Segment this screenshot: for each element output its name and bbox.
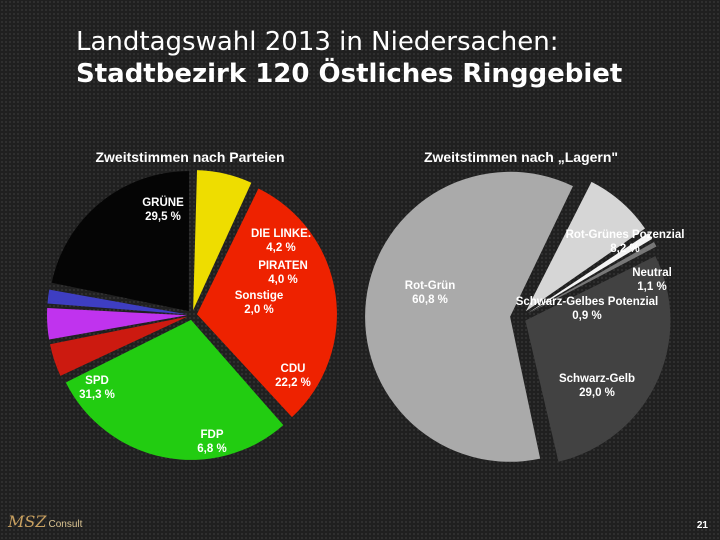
slide-title-line2: Stadtbezirk 120 Östliches Ringgebiet	[76, 59, 623, 89]
pie-slice-die-linke	[50, 316, 188, 376]
pie-slice-fdp	[193, 170, 252, 311]
slice-label-neutral: Neutral	[632, 267, 672, 279]
slice-value-cdu: 22,2 %	[275, 377, 311, 389]
pie-slice-piraten	[47, 308, 188, 340]
page-number: 21	[696, 520, 708, 531]
slice-label-fdp: FDP	[201, 429, 224, 441]
pie-slice-cdu	[51, 171, 190, 312]
slice-value-schwarz-gelbes-potenzial: 0,9 %	[572, 310, 601, 322]
slice-value-rot-gr-nes-pozenzial: 8,2 %	[610, 243, 639, 255]
slice-label-schwarz-gelb: Schwarz-Gelb	[559, 373, 635, 385]
logo-consult-text: Consult	[48, 519, 83, 530]
pie-slice-neutral	[527, 233, 653, 314]
slice-value-sonstige: 2,0 %	[244, 304, 273, 316]
slice-value-piraten: 4,0 %	[268, 274, 297, 286]
slice-value-rot-gr-n: 60,8 %	[412, 294, 448, 306]
pie-slice-schwarz-gelb	[525, 256, 671, 462]
logo-msz-text: MSZ	[8, 512, 47, 531]
chart-title-lager: Zweitstimmen nach „Lagern"	[424, 149, 618, 165]
slice-label-rot-gr-n: Rot-Grün	[405, 280, 455, 292]
slice-label-die-linke: DIE LINKE.	[251, 228, 311, 240]
pie-slice-sonstige	[47, 289, 188, 315]
slice-value-gr-ne: 29,5 %	[145, 211, 181, 223]
slide-title: Landtagswahl 2013 in Niedersachen: Stadt…	[76, 26, 622, 90]
pie-slice-schwarz-gelbes-potenzial	[527, 242, 657, 314]
pie-slice-rot-gr-n	[365, 171, 573, 462]
slice-value-spd: 31,3 %	[79, 389, 115, 401]
slice-value-fdp: 6,8 %	[197, 443, 226, 455]
msz-consult-logo: MSZ Consult	[8, 512, 82, 532]
pie-chart-parteien: GRÜNE 29,5 % DIE LINKE. 4,2 % PIRATEN 4,0 % So…	[47, 170, 337, 460]
pie-slice-rot-gr-nes-pozenzial	[525, 181, 646, 312]
slice-value-schwarz-gelb: 29,0 %	[579, 387, 615, 399]
slice-label-gr-ne: GRÜNE	[142, 196, 184, 209]
slice-label-sonstige: Sonstige	[235, 290, 284, 302]
slice-value-die-linke: 4,2 %	[266, 242, 295, 254]
slice-value-neutral: 1,1 %	[637, 281, 666, 293]
slice-label-cdu: CDU	[281, 363, 306, 375]
pie-slice-spd	[196, 188, 337, 418]
chart-title-parteien: Zweitstimmen nach Parteien	[95, 149, 284, 165]
slide-title-line1: Landtagswahl 2013 in Niedersachen:	[76, 27, 559, 57]
pie-slice-gr-ne	[65, 319, 284, 460]
slice-label-schwarz-gelbes-potenzial: Schwarz-Gelbes Potenzial	[516, 296, 659, 308]
pie-chart-lager: Rot-Grünes Pozenzial 8,2 % Neutral 1,1 % Sch…	[365, 171, 685, 462]
slice-label-spd: SPD	[85, 375, 109, 387]
slice-label-rot-gr-nes-pozenzial: Rot-Grünes Pozenzial	[566, 229, 685, 241]
slice-label-piraten: PIRATEN	[258, 260, 308, 272]
